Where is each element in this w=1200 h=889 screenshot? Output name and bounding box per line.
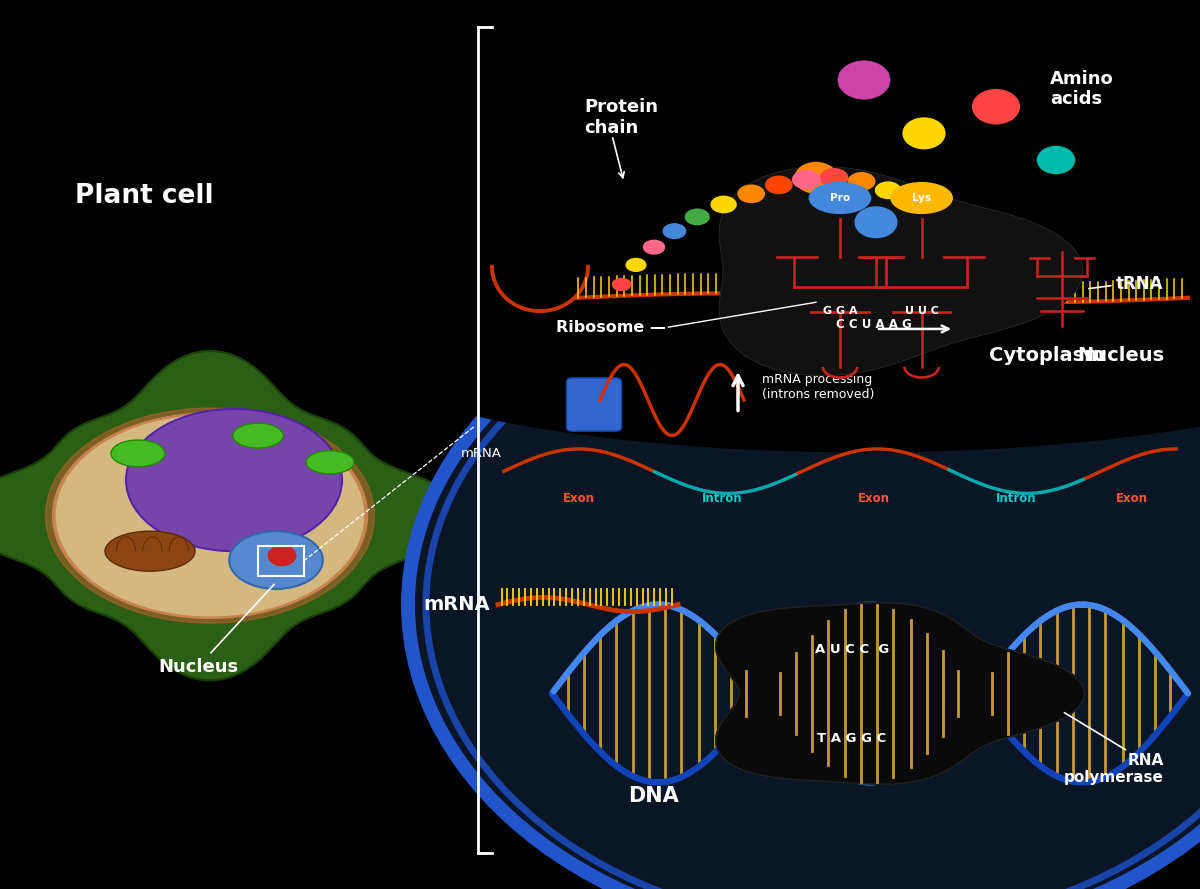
Text: Exon: Exon [858, 493, 889, 505]
Text: Ribosome —: Ribosome — [556, 320, 666, 334]
Ellipse shape [625, 258, 647, 272]
Text: A U C C  G: A U C C G [815, 644, 889, 656]
Polygon shape [0, 351, 468, 680]
Text: C C U A A G: C C U A A G [835, 318, 912, 331]
Text: mRNA: mRNA [461, 447, 502, 460]
Ellipse shape [229, 531, 323, 589]
Text: Plant cell: Plant cell [74, 182, 214, 209]
Text: Lys: Lys [912, 193, 931, 203]
Text: G G A: G G A [823, 306, 857, 316]
Circle shape [854, 206, 898, 238]
Ellipse shape [643, 239, 665, 254]
Circle shape [838, 60, 890, 100]
Text: tRNA: tRNA [1116, 276, 1164, 293]
Text: Nucleus: Nucleus [1076, 346, 1164, 365]
Ellipse shape [737, 184, 766, 204]
Ellipse shape [685, 208, 709, 225]
Text: RNA
polymerase: RNA polymerase [1064, 753, 1164, 785]
Text: DNA: DNA [629, 786, 679, 805]
Text: mRNA: mRNA [422, 595, 490, 614]
Text: Intron: Intron [996, 493, 1037, 505]
Text: Pro: Pro [830, 193, 850, 203]
Polygon shape [53, 413, 367, 618]
Circle shape [794, 162, 838, 194]
Circle shape [1037, 146, 1075, 174]
Ellipse shape [890, 182, 953, 214]
Circle shape [268, 545, 296, 566]
Ellipse shape [612, 277, 631, 292]
Ellipse shape [294, 182, 1200, 453]
Polygon shape [56, 415, 364, 616]
Ellipse shape [233, 423, 283, 448]
Text: Protein
chain: Protein chain [584, 98, 659, 137]
Ellipse shape [306, 451, 354, 474]
Ellipse shape [126, 409, 342, 551]
Polygon shape [715, 603, 1085, 784]
Polygon shape [46, 408, 374, 623]
Text: Intron: Intron [702, 493, 743, 505]
Text: Nucleus: Nucleus [158, 584, 274, 676]
Ellipse shape [408, 267, 1200, 889]
Text: U U C: U U C [905, 306, 938, 316]
Circle shape [902, 117, 946, 149]
Ellipse shape [875, 181, 901, 199]
Polygon shape [719, 166, 1084, 376]
Ellipse shape [809, 182, 871, 214]
Text: Exon: Exon [563, 493, 594, 505]
Text: mRNA processing
(introns removed): mRNA processing (introns removed) [762, 372, 875, 401]
Text: Exon: Exon [1116, 493, 1147, 505]
Ellipse shape [764, 175, 793, 194]
Ellipse shape [900, 196, 924, 212]
Ellipse shape [710, 196, 737, 213]
Ellipse shape [847, 172, 876, 191]
Ellipse shape [104, 531, 194, 571]
Ellipse shape [792, 170, 821, 189]
Text: T A G G C: T A G G C [817, 733, 887, 745]
Ellipse shape [662, 223, 686, 239]
Circle shape [972, 89, 1020, 124]
Ellipse shape [112, 440, 166, 467]
Text: Cytoplasm: Cytoplasm [989, 346, 1104, 365]
Text: Amino
acids: Amino acids [1050, 69, 1114, 108]
Ellipse shape [820, 168, 848, 188]
FancyBboxPatch shape [566, 378, 622, 431]
